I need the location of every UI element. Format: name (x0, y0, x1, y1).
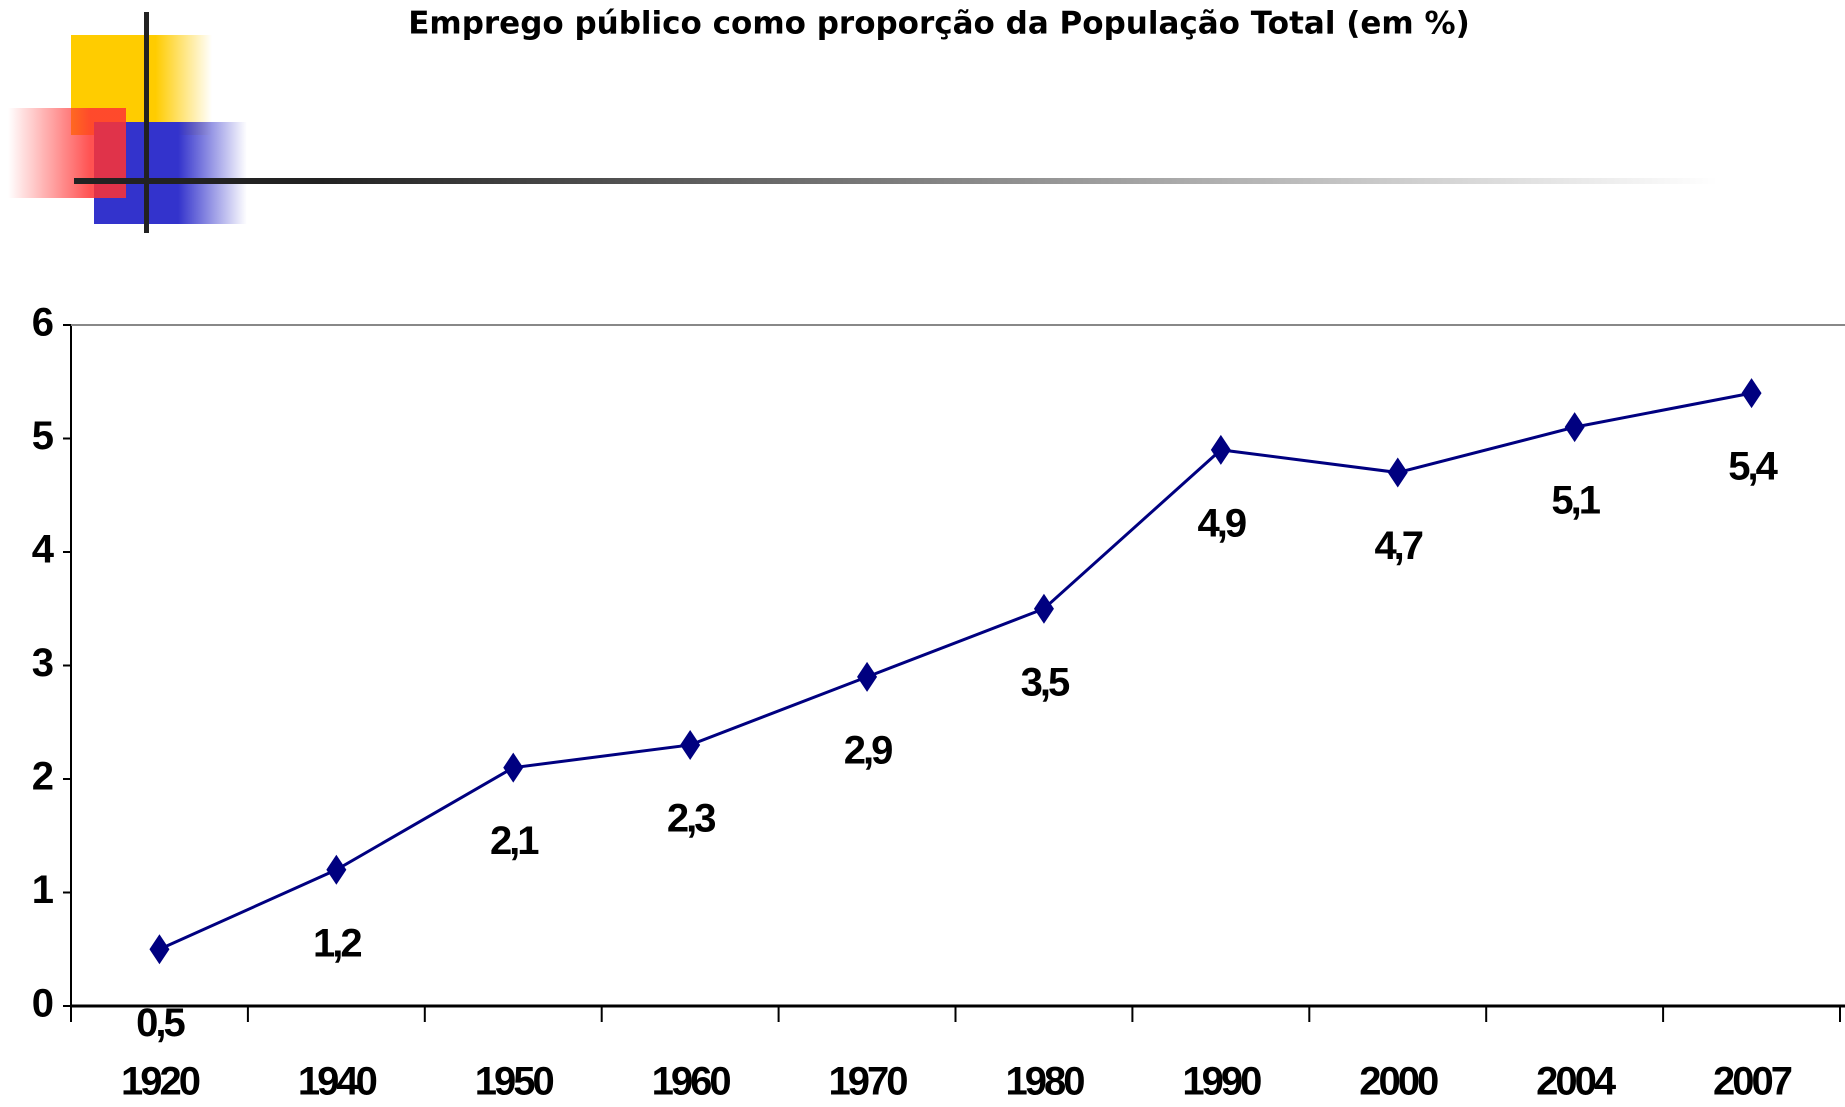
marker (1564, 412, 1585, 443)
x-tick-label: 2007 (1713, 1060, 1792, 1104)
y-tick-label: 4 (32, 528, 55, 572)
x-tick-label: 1970 (829, 1060, 908, 1104)
data-label: 2,3 (667, 797, 715, 841)
marker (1210, 434, 1231, 465)
marker (149, 934, 170, 965)
data-label: 4,9 (1198, 501, 1246, 545)
data-label: 4,7 (1374, 524, 1422, 568)
y-tick-label: 2 (32, 755, 53, 799)
y-tick-label: 1 (32, 868, 54, 912)
y-tick-label: 5 (32, 414, 54, 458)
marker (857, 661, 878, 692)
marker (1033, 593, 1054, 624)
x-tick-label: 1920 (121, 1060, 200, 1104)
deco-hline (74, 178, 1718, 184)
marker (503, 752, 524, 783)
x-tick-label: 1990 (1182, 1060, 1261, 1104)
x-tick-label: 2000 (1359, 1060, 1438, 1104)
data-label: 1,2 (313, 921, 361, 965)
chart-title: Emprego público como proporção da Popula… (408, 6, 1470, 42)
x-tick-label: 1960 (652, 1060, 731, 1104)
x-tick-label: 1940 (298, 1060, 377, 1104)
data-label: 2,9 (844, 728, 892, 772)
x-tick-label: 1950 (475, 1060, 554, 1104)
y-tick-label: 6 (32, 301, 53, 345)
deco-vline (144, 12, 149, 233)
data-label: 2,1 (490, 819, 539, 863)
marker (1741, 378, 1762, 409)
y-tick-label: 3 (32, 641, 53, 685)
deco-red (8, 108, 126, 198)
data-label: 3,5 (1021, 660, 1070, 704)
marker (326, 854, 347, 885)
x-tick-label: 2004 (1536, 1060, 1617, 1104)
data-label: 0,5 (136, 1001, 185, 1045)
x-tick-label: 1980 (1005, 1060, 1084, 1104)
marker (680, 729, 701, 760)
data-label: 5,4 (1728, 445, 1778, 489)
y-tick-label: 0 (32, 982, 53, 1026)
marker (1387, 457, 1408, 488)
series-line (158, 391, 1752, 951)
data-label: 5,1 (1551, 479, 1600, 523)
